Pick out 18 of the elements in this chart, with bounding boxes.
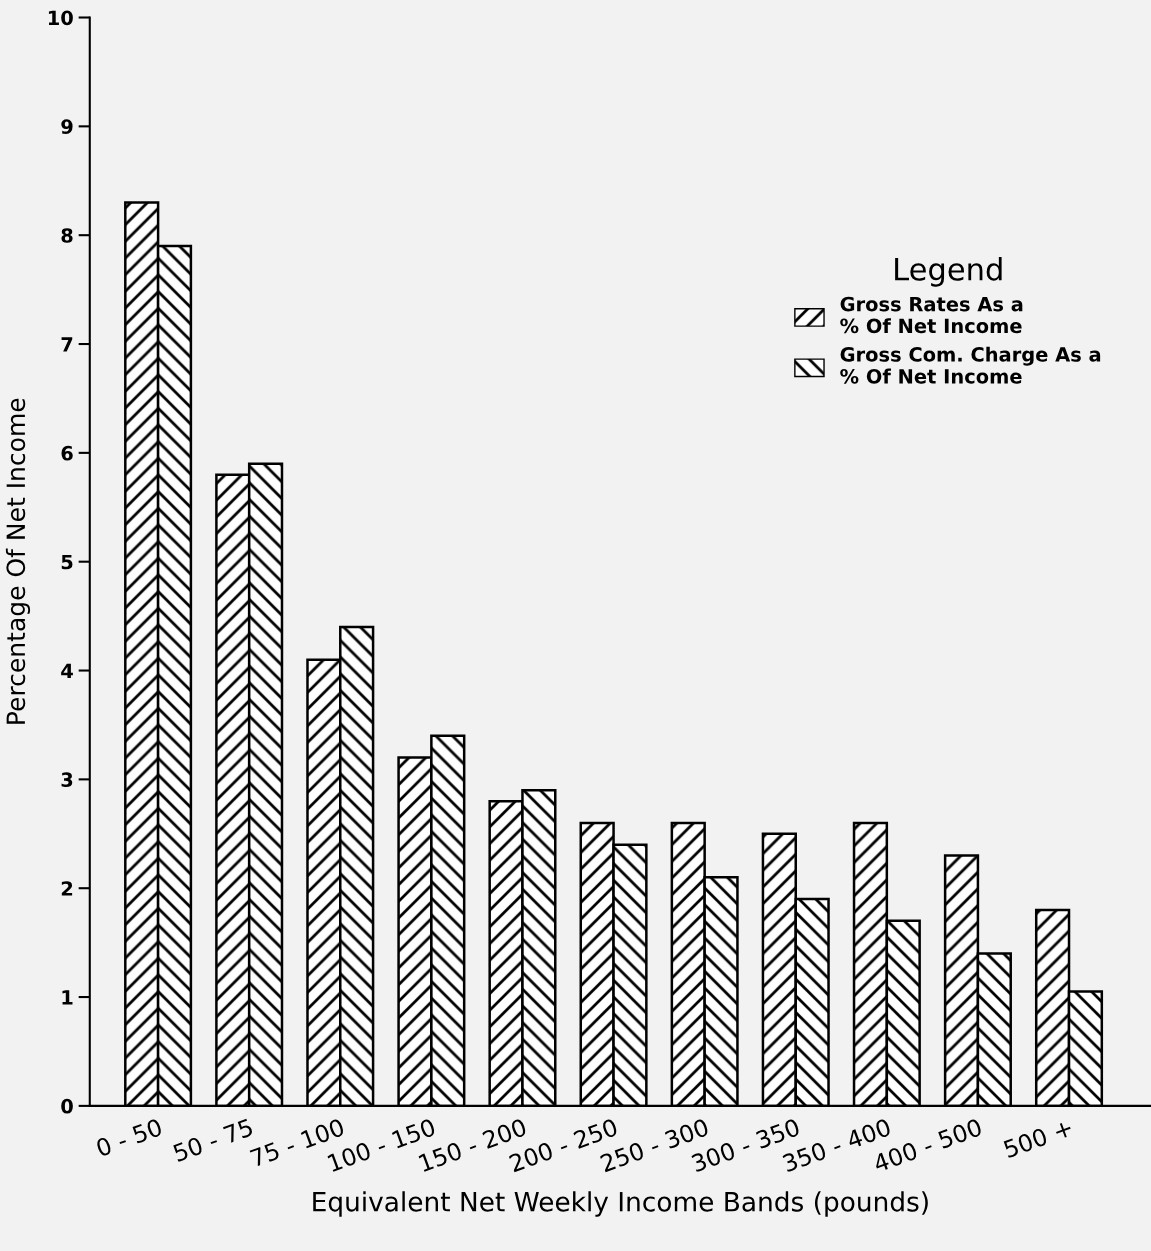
- y-tick-label: 10: [48, 10, 73, 26]
- x-tick-label: 0 - 50: [95, 1117, 163, 1158]
- y-tick-label: 5: [61, 554, 73, 570]
- legend-label: Gross Com. Charge As a % Of Net Income: [840, 346, 1101, 384]
- y-tick-label: 2: [61, 881, 73, 896]
- y-tick-label: 6: [61, 445, 73, 461]
- y-axis-title: Percentage Of Net Income: [5, 398, 31, 724]
- y-tick-label: 9: [61, 119, 73, 135]
- y-tick-label: 0: [61, 1098, 73, 1114]
- y-tick-label: 7: [61, 337, 73, 352]
- y-tick-label: 1: [62, 990, 73, 1005]
- y-tick-label: 4: [61, 663, 73, 678]
- legend-label: Gross Rates As a % Of Net Income: [840, 296, 1023, 334]
- legend-title: Legend: [895, 257, 1002, 287]
- x-tick-label: 500 +: [1002, 1118, 1073, 1159]
- y-tick-label: 3: [61, 772, 73, 788]
- y-tick-label: 8: [61, 228, 73, 243]
- x-axis-title: Equivalent Net Weekly Income Bands (pounds): [313, 1191, 928, 1217]
